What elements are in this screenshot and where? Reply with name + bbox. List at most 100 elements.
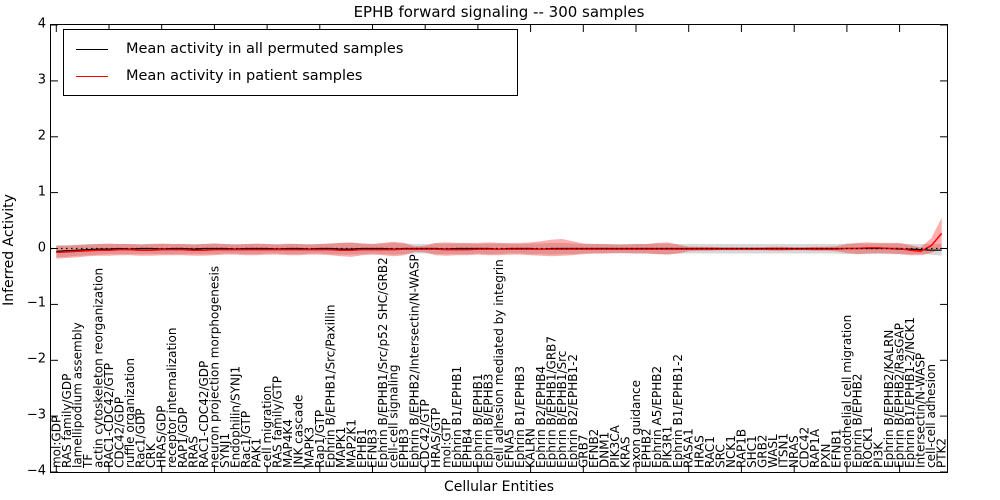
x-tick-label: GRB2 [756,434,770,468]
x-tick-label: PTK2 [935,438,947,468]
x-tick-label: Ephrin B1/EPHB1 [450,366,464,468]
x-tick-label: RAS family/GTP [271,376,285,468]
y-tick-label: −3 [26,407,46,423]
x-tick-label: cell adhesion mediated by integrin [492,259,506,468]
x-tick-label: RAC1 [703,436,717,468]
x-tick-label: HRAS/GTP [429,408,443,468]
x-tick-label: ruffle organization [123,358,137,468]
legend-item-patient: Mean activity in patient samples [64,68,517,84]
x-tick-label: Ephrin A5/EPHB2 [650,366,664,468]
x-tick-label: Ephrin B1/EPHB3 [513,366,527,468]
x-tick-label: CRK [144,442,158,468]
legend-label-permuted: Mean activity in all permuted samples [126,41,404,57]
x-tick-label: EFNB1 [829,429,843,468]
patient-mean-line [56,232,943,254]
x-tick-label: EPHB4 [460,428,474,468]
x-tick-label: Ephrin B/EPHB2/Intersectin/N-WASP [408,254,422,468]
x-tick-label: KRAS [618,436,632,468]
y-tick-label: −2 [26,351,46,367]
x-tick-label: actin cytoskeleton reorganization [91,268,105,468]
patient-line-marker [76,75,108,77]
x-tick-label: Ephrin B/EPHB2/RasGAP [893,323,907,468]
legend-label-patient: Mean activity in patient samples [126,68,363,84]
x-tick-label: TF [81,454,95,469]
x-tick-label: Ephrin B1/EPHB1-2 [671,354,685,468]
x-tick-label: EFNB3 [366,429,380,468]
x-axis-label: Cellular Entities [443,479,555,495]
x-tick-label: SHC1 [745,435,759,468]
x-tick-label: lamellipodium assembly [70,322,84,468]
x-tick-label: EFNA5 [503,429,517,468]
x-tick-label: EPHB1 [355,428,369,468]
x-tick-label: endothelial cell migration [840,315,854,468]
x-tick-label: Ephrin B/EPHB1/Src/Paxillin [323,304,337,468]
x-tick-label: RRAS [186,436,200,468]
x-tick-label: mol:GTP [439,418,453,468]
x-tick-label: MAPK1 [334,427,348,468]
x-tick-label: Ephrin B/EPHB1/GRB7 [545,336,559,468]
x-tick-label: MAPK3 [302,427,316,468]
x-tick-label: JNK cascade [292,395,306,469]
legend-item-permuted: Mean activity in all permuted samples [64,41,517,57]
x-tick-label: NRAS [787,435,801,468]
x-tick-label: cell-cell signaling [387,365,401,469]
plot-area: mol:GDP RAS family/GDP lamellipodium assem… [50,24,948,473]
x-tick-label: cell-cell adhesion [924,364,938,468]
x-tick-label: Ephrin B/EPHB2 [850,374,864,468]
x-tick-label: cell migration [260,386,274,468]
x-tick-label: RAC1-CDC42/GDP [197,361,211,468]
x-tick-label: EFNB2 [587,429,601,468]
x-tick-label: ROCK1 [861,426,875,468]
x-tick-label: Intersectin/N-WASP [914,353,928,468]
x-tick-label: Ephrin B/EPHB1/Src/p52 SHC/GRB2 [376,257,390,468]
x-tick-label: Ephrin B/EPHB2/KALRN [882,330,896,468]
x-tick-label: EPHB2 [640,428,654,468]
x-tick-label: axon guidance [629,380,643,468]
y-tick-label: 3 [37,72,46,88]
legend: Mean activity in all permuted samples Me… [63,29,518,96]
x-tick-label: SRC [713,444,727,468]
x-tick-label: PI3K [871,441,885,468]
x-tick-label: RAS family/GDP [60,374,74,468]
x-tick-label: mol:GDP [51,416,63,468]
x-tick-label: receptor internalization [165,328,179,468]
y-tick-label: 1 [37,184,46,200]
x-tick-label: PAK1 [250,438,264,468]
x-tick-label: CDC42/GTP [418,399,432,468]
x-tick-label: Ephrin B/EPHB3 [481,374,495,468]
x-tick-label: RAP1/GDP [176,407,190,468]
x-tick-label: GRB7 [576,434,590,468]
y-axis-label: Inferred Activity [1,194,17,306]
x-tick-label: MAP4K4 [281,419,295,468]
x-tick-label: RAC1-CDC42/GTP [102,363,116,468]
x-tick-label: EPHB3 [397,428,411,468]
x-tick-label: PXN [819,444,833,468]
x-tick-label: Rac1/GDP [134,409,148,468]
y-tick-label: −4 [26,463,46,479]
y-tick-label: 2 [37,128,46,144]
x-tick-label: WASL [766,434,780,468]
y-tick-label: 0 [37,240,46,255]
permuted-line-marker [76,48,108,50]
x-tick-label: RAP1B [734,429,748,468]
x-tick-label: Ephrin B1/EPHB1-2/NCK1 [903,317,917,468]
x-tick-label: Ephrin B/EPHB1/Src [555,351,569,468]
x-tick-label: PIK3R1 [661,426,675,468]
x-tick-label: RAP1A [808,428,822,468]
x-tick-label: HRAS/GDP [155,405,169,468]
y-tick-label: 4 [37,16,46,32]
x-tick-label: Ephrin B2/EPHB1-2 [566,354,580,468]
x-tick-label: SYNJ1 [218,433,232,468]
x-tick-label: Rap1/GTP [313,410,327,468]
x-tick-label: Rac1/GTP [239,411,253,468]
x-tick-label: DNM1 [597,432,611,468]
permuted-std-band [56,242,942,258]
x-tick-label: MAP2K1 [344,419,358,468]
x-tick-label: Ephrin B/EPHB1 [471,374,485,468]
chart-title: EPHB forward signaling -- 300 samples [353,3,645,21]
x-tick-label: CDC42/GDP [113,397,127,468]
x-tick-label: Ephrin B2/EPHB4 [534,366,548,468]
x-tick-label: ITSN1 [777,433,791,468]
